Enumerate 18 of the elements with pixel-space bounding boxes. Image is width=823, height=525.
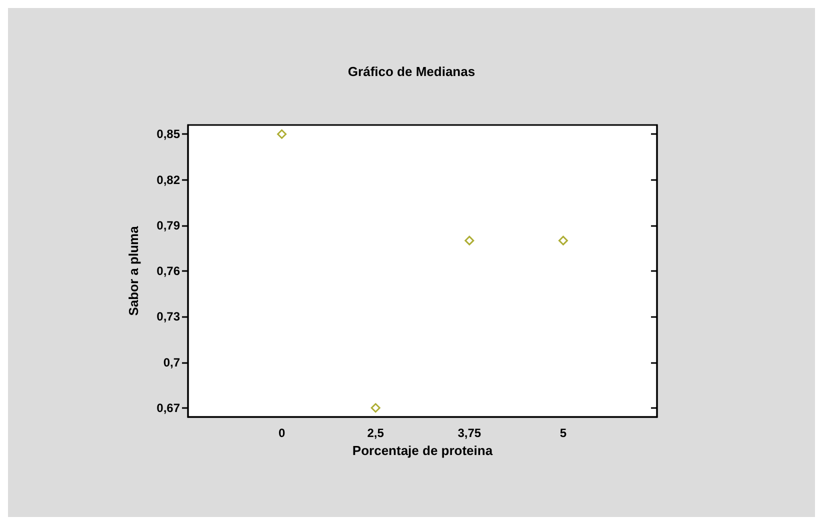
y-tick-label: 0,79: [156, 218, 180, 232]
chart-title: Gráfico de Medianas: [348, 64, 476, 79]
x-axis-title: Porcentaje de proteina: [352, 442, 494, 458]
point: [370, 403, 380, 413]
x-tick-label: 5: [560, 426, 567, 440]
y-tick-label: 0,67: [156, 400, 180, 415]
point: [464, 236, 474, 246]
x-tick-label: 3,75: [458, 426, 482, 440]
x-tick-label: 0: [278, 426, 286, 440]
y-tick-label: 0,76: [156, 264, 180, 278]
y-tick-label: 0,85: [156, 127, 180, 142]
point: [558, 236, 568, 246]
y-tick-label: 0,73: [156, 310, 180, 324]
y-tick-label: 0,82: [156, 172, 180, 187]
y-tick-label: 0,7: [163, 355, 180, 370]
y-axis-title: Sabor a pluma: [126, 225, 141, 316]
x-tick-label: 2,5: [367, 426, 384, 440]
point: [277, 129, 287, 139]
